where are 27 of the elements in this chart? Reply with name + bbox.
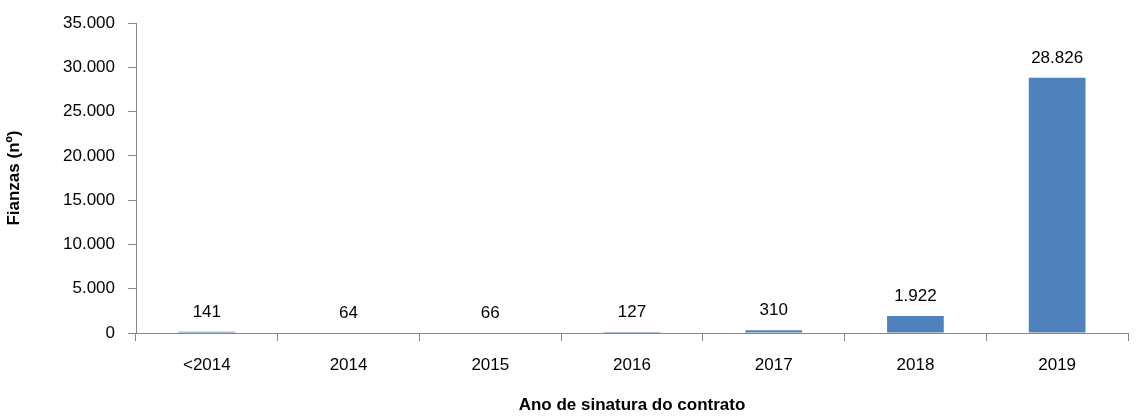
x-axis-title: Ano de sinatura do contrato [518,395,746,415]
data-label: 28.826 [1031,48,1084,68]
data-label: 141 [192,301,222,321]
data-label: 310 [759,300,788,320]
y-tick-label: 25.000 [63,101,115,121]
x-tick-label: 2019 [1038,354,1077,374]
y-tick-label: 0 [105,322,115,342]
data-label: 66 [480,302,500,322]
x-tick-label: 2018 [896,354,935,374]
y-tick-label: 20.000 [63,145,115,165]
y-tick-label: 15.000 [63,189,115,209]
data-label: 64 [339,302,359,322]
x-tick-label: 2014 [329,354,368,374]
y-tick-label: 5.000 [72,278,115,298]
x-tick-label: 2017 [754,354,793,374]
bar [1028,77,1086,333]
x-tick-label: 2015 [471,354,510,374]
x-tick-label: 2016 [613,354,651,374]
y-tick-label: 35.000 [63,12,115,32]
y-tick-label: 30.000 [63,57,115,77]
bar [887,315,944,333]
y-axis-title: Fianzas (nº) [3,130,23,226]
y-tick-label: 10.000 [63,234,115,254]
data-label: 1.922 [894,286,937,306]
bar [745,330,803,333]
data-label: 127 [617,302,647,322]
x-tick-label: <2014 [182,354,231,374]
